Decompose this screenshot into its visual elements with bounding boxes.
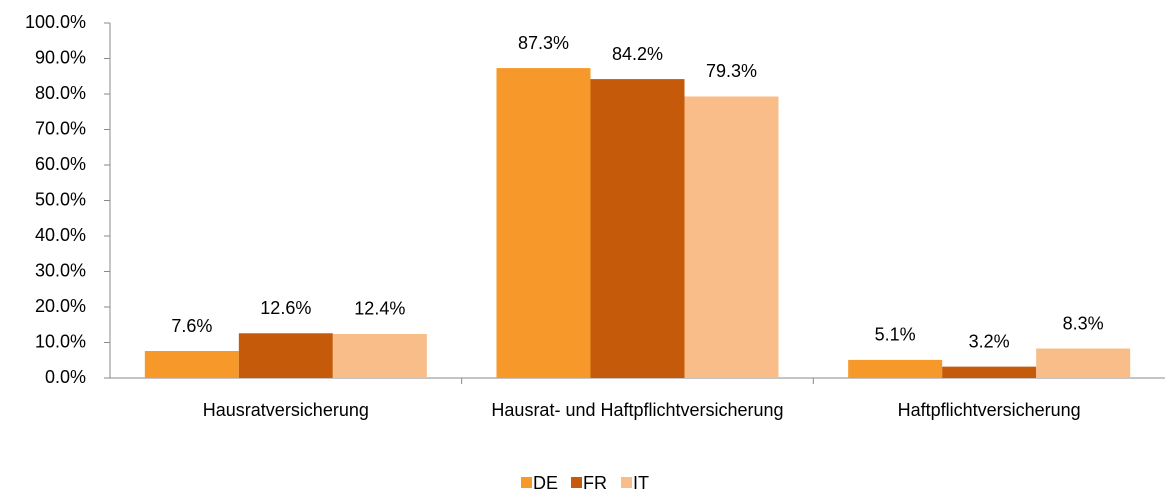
- data-label: 79.3%: [706, 61, 757, 81]
- bar: [332, 333, 427, 378]
- data-label: 87.3%: [518, 33, 569, 53]
- data-label: 8.3%: [1063, 313, 1104, 333]
- data-label: 7.6%: [171, 316, 212, 336]
- y-tick-label: 100.0%: [25, 12, 86, 32]
- y-tick-label: 40.0%: [35, 225, 86, 245]
- legend-label: FR: [583, 473, 607, 493]
- y-tick-label: 0.0%: [45, 367, 86, 387]
- data-label: 84.2%: [612, 44, 663, 64]
- data-label: 12.4%: [354, 299, 405, 319]
- y-tick-label: 60.0%: [35, 154, 86, 174]
- bar: [848, 359, 943, 378]
- y-tick-label: 20.0%: [35, 296, 86, 316]
- bar: [496, 68, 591, 379]
- y-tick-label: 30.0%: [35, 260, 86, 280]
- bar: [684, 96, 779, 379]
- legend-label: IT: [633, 473, 649, 493]
- y-tick-label: 10.0%: [35, 331, 86, 351]
- y-tick-label: 90.0%: [35, 47, 86, 67]
- legend-label: DE: [533, 473, 558, 493]
- bar: [144, 351, 239, 378]
- bar: [1036, 348, 1131, 378]
- y-tick-label: 80.0%: [35, 83, 86, 103]
- x-tick-label: Hausrat- und Haftpflichtversicherung: [491, 400, 784, 420]
- data-label: 12.6%: [260, 298, 311, 318]
- legend-swatch: [621, 477, 632, 488]
- y-tick-label: 50.0%: [35, 189, 86, 209]
- x-tick-label: Hausratversicherung: [202, 400, 369, 420]
- bar: [590, 79, 685, 378]
- data-label: 5.1%: [875, 325, 916, 345]
- data-label: 3.2%: [969, 331, 1010, 351]
- x-tick-label: Haftpflichtversicherung: [897, 400, 1081, 420]
- legend-swatch: [571, 477, 582, 488]
- bar: [238, 333, 333, 378]
- bar: [942, 366, 1037, 378]
- y-tick-label: 70.0%: [35, 118, 86, 138]
- legend-swatch: [521, 477, 532, 488]
